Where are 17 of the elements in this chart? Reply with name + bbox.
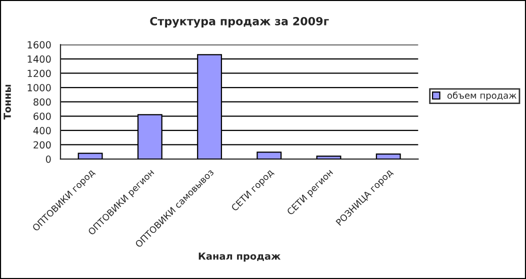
y-tick-label: 200 bbox=[34, 141, 51, 149]
bar bbox=[376, 153, 401, 160]
bar bbox=[256, 152, 282, 160]
y-tick-label: 1600 bbox=[28, 41, 51, 48]
bar bbox=[78, 152, 103, 160]
y-tick-label: 1400 bbox=[28, 55, 51, 63]
y-tick-label: 600 bbox=[34, 112, 51, 120]
x-axis-title: Канал продаж bbox=[198, 252, 281, 262]
legend-label: объем продаж bbox=[447, 92, 516, 101]
y-tick-label: 1000 bbox=[28, 84, 51, 92]
bar bbox=[316, 156, 342, 160]
y-axis-title: Тонны bbox=[4, 84, 11, 120]
y-tick-label: 800 bbox=[34, 98, 51, 106]
chart-title: Структура продаж за 2009г bbox=[150, 16, 329, 28]
y-tick-label: 400 bbox=[33, 126, 51, 134]
y-tick-label: 0 bbox=[46, 156, 51, 163]
y-tick-label: 1200 bbox=[28, 70, 51, 78]
